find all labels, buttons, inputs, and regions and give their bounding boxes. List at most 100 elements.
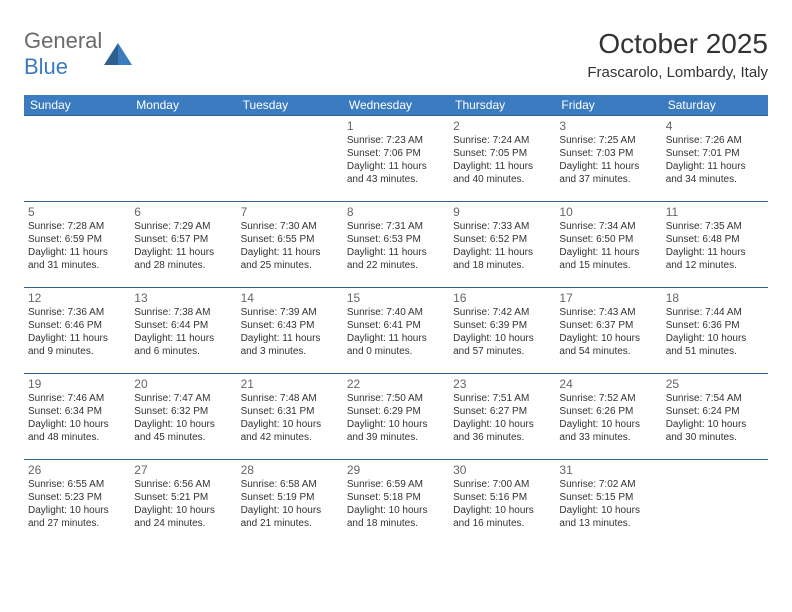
day-number: 7 [241,205,339,219]
day-number: 14 [241,291,339,305]
week-row: 1Sunrise: 7:23 AMSunset: 7:06 PMDaylight… [24,116,768,202]
sunrise-line: Sunrise: 7:46 AM [28,392,126,405]
sunset-line: Sunset: 5:19 PM [241,491,339,504]
daylight-line: Daylight: 10 hours [666,418,764,431]
sunset-line: Sunset: 6:59 PM [28,233,126,246]
day-cell: 17Sunrise: 7:43 AMSunset: 6:37 PMDayligh… [555,288,661,374]
day-number: 23 [453,377,551,391]
sunrise-line: Sunrise: 7:42 AM [453,306,551,319]
logo-text: General Blue [24,28,102,80]
logo-word-b: Blue [24,54,68,79]
daylight-line: Daylight: 10 hours [453,504,551,517]
day-cell: 18Sunrise: 7:44 AMSunset: 6:36 PMDayligh… [662,288,768,374]
sunset-line: Sunset: 6:52 PM [453,233,551,246]
daylight-line: Daylight: 11 hours [559,246,657,259]
day-info: Sunrise: 6:55 AMSunset: 5:23 PMDaylight:… [28,478,126,530]
day-info: Sunrise: 7:26 AMSunset: 7:01 PMDaylight:… [666,134,764,186]
daylight-minutes-line: and 54 minutes. [559,345,657,358]
daylight-line: Daylight: 11 hours [666,160,764,173]
day-info: Sunrise: 7:23 AMSunset: 7:06 PMDaylight:… [347,134,445,186]
daylight-line: Daylight: 10 hours [28,504,126,517]
day-number: 30 [453,463,551,477]
daylight-line: Daylight: 10 hours [666,332,764,345]
sunrise-line: Sunrise: 7:25 AM [559,134,657,147]
daylight-minutes-line: and 24 minutes. [134,517,232,530]
calendar-table: Sunday Monday Tuesday Wednesday Thursday… [24,95,768,546]
sunset-line: Sunset: 7:01 PM [666,147,764,160]
day-number: 8 [347,205,445,219]
daylight-line: Daylight: 10 hours [559,418,657,431]
sunset-line: Sunset: 6:43 PM [241,319,339,332]
sunrise-line: Sunrise: 7:40 AM [347,306,445,319]
sunset-line: Sunset: 7:03 PM [559,147,657,160]
sunset-line: Sunset: 6:34 PM [28,405,126,418]
daylight-line: Daylight: 11 hours [347,246,445,259]
daylight-minutes-line: and 36 minutes. [453,431,551,444]
daylight-line: Daylight: 11 hours [134,246,232,259]
daylight-line: Daylight: 10 hours [347,418,445,431]
day-info: Sunrise: 7:25 AMSunset: 7:03 PMDaylight:… [559,134,657,186]
sunset-line: Sunset: 6:55 PM [241,233,339,246]
daylight-minutes-line: and 51 minutes. [666,345,764,358]
daylight-line: Daylight: 11 hours [28,246,126,259]
day-info: Sunrise: 6:56 AMSunset: 5:21 PMDaylight:… [134,478,232,530]
day-cell: 10Sunrise: 7:34 AMSunset: 6:50 PMDayligh… [555,202,661,288]
day-number: 22 [347,377,445,391]
day-cell: 7Sunrise: 7:30 AMSunset: 6:55 PMDaylight… [237,202,343,288]
day-cell: 22Sunrise: 7:50 AMSunset: 6:29 PMDayligh… [343,374,449,460]
sunrise-line: Sunrise: 7:33 AM [453,220,551,233]
day-cell: 6Sunrise: 7:29 AMSunset: 6:57 PMDaylight… [130,202,236,288]
day-header-saturday: Saturday [662,95,768,116]
daylight-minutes-line: and 39 minutes. [347,431,445,444]
sunset-line: Sunset: 6:48 PM [666,233,764,246]
sunrise-line: Sunrise: 7:51 AM [453,392,551,405]
sunset-line: Sunset: 6:29 PM [347,405,445,418]
daylight-minutes-line: and 12 minutes. [666,259,764,272]
empty-cell [662,460,768,546]
day-number: 15 [347,291,445,305]
day-info: Sunrise: 6:59 AMSunset: 5:18 PMDaylight:… [347,478,445,530]
day-number: 18 [666,291,764,305]
day-number: 20 [134,377,232,391]
day-cell: 31Sunrise: 7:02 AMSunset: 5:15 PMDayligh… [555,460,661,546]
daylight-minutes-line: and 6 minutes. [134,345,232,358]
week-row: 26Sunrise: 6:55 AMSunset: 5:23 PMDayligh… [24,460,768,546]
daylight-line: Daylight: 10 hours [559,332,657,345]
day-info: Sunrise: 7:54 AMSunset: 6:24 PMDaylight:… [666,392,764,444]
week-row: 19Sunrise: 7:46 AMSunset: 6:34 PMDayligh… [24,374,768,460]
sunrise-line: Sunrise: 7:39 AM [241,306,339,319]
sunrise-line: Sunrise: 7:23 AM [347,134,445,147]
daylight-line: Daylight: 10 hours [28,418,126,431]
day-number: 5 [28,205,126,219]
day-info: Sunrise: 7:30 AMSunset: 6:55 PMDaylight:… [241,220,339,272]
day-number: 6 [134,205,232,219]
sunrise-line: Sunrise: 7:47 AM [134,392,232,405]
day-number: 2 [453,119,551,133]
sunrise-line: Sunrise: 7:48 AM [241,392,339,405]
location-label: Frascarolo, Lombardy, Italy [587,64,768,81]
daylight-line: Daylight: 10 hours [347,504,445,517]
sunrise-line: Sunrise: 7:26 AM [666,134,764,147]
day-number: 13 [134,291,232,305]
daylight-minutes-line: and 21 minutes. [241,517,339,530]
week-row: 12Sunrise: 7:36 AMSunset: 6:46 PMDayligh… [24,288,768,374]
daylight-minutes-line: and 37 minutes. [559,173,657,186]
sunset-line: Sunset: 5:21 PM [134,491,232,504]
sunrise-line: Sunrise: 7:02 AM [559,478,657,491]
daylight-line: Daylight: 10 hours [241,418,339,431]
sunrise-line: Sunrise: 7:29 AM [134,220,232,233]
day-cell: 2Sunrise: 7:24 AMSunset: 7:05 PMDaylight… [449,116,555,202]
sunrise-line: Sunrise: 7:30 AM [241,220,339,233]
day-header-tuesday: Tuesday [237,95,343,116]
day-info: Sunrise: 7:50 AMSunset: 6:29 PMDaylight:… [347,392,445,444]
day-number: 21 [241,377,339,391]
daylight-line: Daylight: 10 hours [241,504,339,517]
daylight-minutes-line: and 28 minutes. [134,259,232,272]
day-info: Sunrise: 7:35 AMSunset: 6:48 PMDaylight:… [666,220,764,272]
day-cell: 26Sunrise: 6:55 AMSunset: 5:23 PMDayligh… [24,460,130,546]
sunset-line: Sunset: 6:32 PM [134,405,232,418]
daylight-line: Daylight: 11 hours [453,160,551,173]
daylight-minutes-line: and 9 minutes. [28,345,126,358]
day-cell: 21Sunrise: 7:48 AMSunset: 6:31 PMDayligh… [237,374,343,460]
day-cell: 8Sunrise: 7:31 AMSunset: 6:53 PMDaylight… [343,202,449,288]
